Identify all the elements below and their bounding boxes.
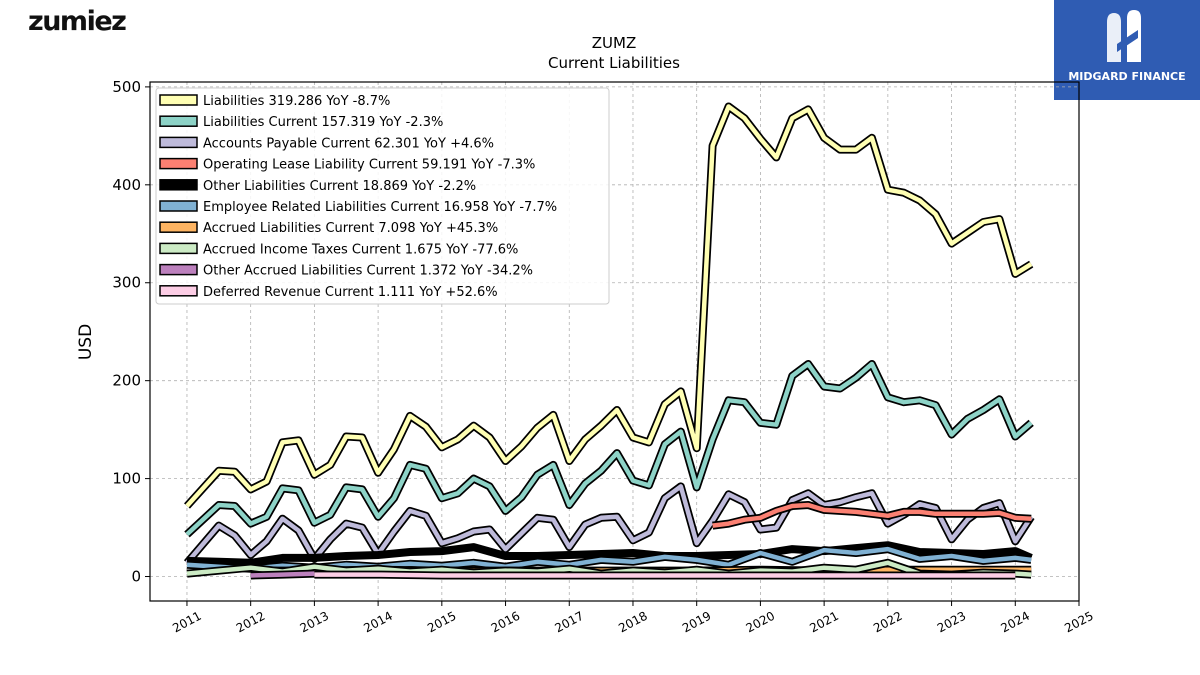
x-tick-label: 2018 [616,609,650,636]
legend-swatch [159,221,198,233]
midgard-m-icon [1107,10,1141,62]
y-tick-label: 0 [131,568,141,586]
x-tick-label: 2011 [170,609,204,636]
x-tick-label: 2017 [552,609,586,636]
legend-swatch [159,200,198,212]
y-tick-label: 500 [112,78,141,96]
series-3 [712,501,1032,530]
series-line [185,361,1033,537]
y-tick-label: 100 [112,470,141,488]
x-tick-label: 2023 [935,609,969,636]
legend-label: Deferred Revenue Current 1.111 YoY +52.6… [203,285,498,300]
y-tick-label: 400 [112,176,141,194]
x-tick-label: 2021 [807,609,841,636]
x-tick-label: 2020 [744,609,778,636]
zumiez-logo: zumiez [28,6,127,37]
series-1 [184,360,1034,538]
grid [150,82,1080,601]
series-line [314,572,1016,578]
legend-label: Other Accrued Liabilities Current 1.372 … [203,264,533,279]
legend-swatch [159,285,198,297]
legend-label: Accrued Liabilities Current 7.098 YoY +4… [203,221,498,236]
y-axis-label: USD [76,324,96,360]
legend-box [155,87,610,305]
series-line [712,502,1032,528]
series-lines [183,102,1035,580]
legend-label: Operating Lease Liability Current 59.191… [203,158,535,173]
legend-swatch [159,242,198,255]
series-8 [250,569,315,580]
series-line [250,571,315,578]
series-line [185,104,1033,508]
legend-label: Accrued Income Taxes Current 1.675 YoY -… [203,242,518,257]
series-line [186,542,1033,566]
midgard-finance-logo: MIDGARD FINANCE [1054,0,1200,100]
y-tick-label: 200 [112,372,141,390]
series-9 [314,570,1016,580]
x-tick-label: 2022 [871,609,905,636]
legend-label: Liabilities 319.286 YoY -8.7% [203,94,390,109]
x-tick-label: 2024 [999,609,1033,636]
x-tick-label: 2012 [234,609,268,636]
series-0 [184,102,1034,509]
legend-label: Employee Related Liabilities Current 16.… [203,200,557,215]
legend-label: Accounts Payable Current 62.301 YoY +4.6… [203,136,494,151]
legend-swatch [159,179,198,191]
x-tick-label: 2016 [489,609,523,636]
legend-swatch [159,263,198,276]
x-tick-label: 2014 [361,609,395,636]
x-tick-label: 2025 [1062,609,1096,636]
legend-swatch [159,115,198,127]
x-tick-label: 2019 [680,609,714,636]
x-tick-label: 2015 [425,609,459,636]
chart-title: ZUMZ [592,34,636,52]
legend-label: Liabilities Current 157.319 YoY -2.3% [203,115,443,130]
series-2 [183,482,1035,566]
legend: Liabilities 319.286 YoY -8.7% Liabilities… [155,87,610,305]
midgard-finance-text: MIDGARD FINANCE [1068,70,1186,83]
y-tick-label: 300 [112,274,141,292]
series-4 [186,541,1033,567]
series-line [185,484,1034,565]
legend-swatch [159,94,198,106]
legend-label: Other Liabilities Current 18.869 YoY -2.… [203,179,476,194]
plot-frame [149,81,1080,602]
legend-swatch [159,157,198,170]
chart-subtitle: Current Liabilities [548,54,680,72]
x-tick-label: 2013 [298,609,332,636]
legend-swatch [159,136,198,149]
